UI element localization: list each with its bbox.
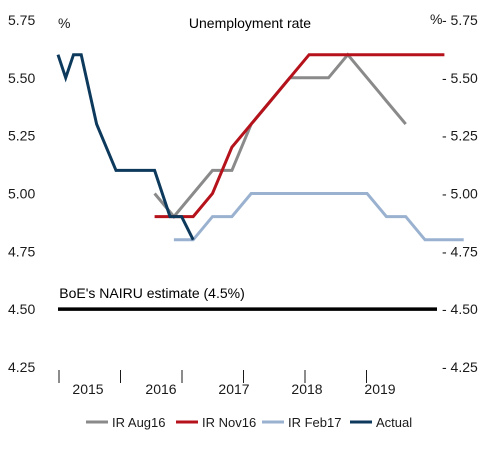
y-tick-label-right: - 5.25: [442, 128, 478, 144]
y-tick-label-right: - 4.25: [442, 359, 478, 375]
left-unit-label: %: [58, 15, 70, 31]
x-tick-label: 2017: [218, 381, 249, 397]
text-layer: Unemployment rate % % BoE's NAIRU estima…: [58, 11, 442, 301]
y-tick-label-left: 4.25: [8, 359, 35, 375]
y-tick-label-left: 5.25: [8, 128, 35, 144]
chart-title: Unemployment rate: [189, 15, 311, 31]
nairu-annotation: BoE's NAIRU estimate (4.5%): [59, 285, 245, 301]
x-tick-label: 2016: [145, 381, 176, 397]
axes-layer: 4.25 - 4.25 4.50 - 4.50 4.75 - 4.75 5.00 - 5.00…: [8, 12, 478, 397]
legend: IR Aug16 IR Nov16 IR Feb17 Actual: [86, 415, 412, 430]
x-tick-label: 2015: [72, 381, 103, 397]
y-tick-label-right: - 5.75: [442, 12, 478, 28]
y-tick-label-left: 5.75: [8, 12, 35, 28]
right-unit-label: %: [430, 11, 442, 27]
series-line-ir-nov16: [154, 53, 445, 219]
y-tick-label-left: 4.75: [8, 243, 35, 259]
legend-label-actual: Actual: [376, 415, 412, 430]
y-tick-label-right: - 4.75: [442, 243, 478, 259]
y-tick-label-right: - 4.50: [442, 301, 478, 317]
legend-label-ir-nov16: IR Nov16: [202, 415, 256, 430]
y-tick-label-left: 5.00: [8, 186, 35, 202]
legend-label-ir-aug16: IR Aug16: [112, 415, 166, 430]
y-tick-label-left: 4.50: [8, 301, 35, 317]
series-line-ir-feb17: [173, 192, 464, 242]
y-tick-label-right: - 5.00: [442, 186, 478, 202]
x-tick-label: 2018: [291, 381, 322, 397]
y-tick-label-right: - 5.50: [442, 70, 478, 86]
series-line-actual: [56, 53, 195, 241]
legend-label-ir-feb17: IR Feb17: [288, 415, 341, 430]
x-tick-label: 2019: [364, 381, 395, 397]
y-tick-label-left: 5.50: [8, 70, 35, 86]
series-layer: [56, 52, 464, 242]
